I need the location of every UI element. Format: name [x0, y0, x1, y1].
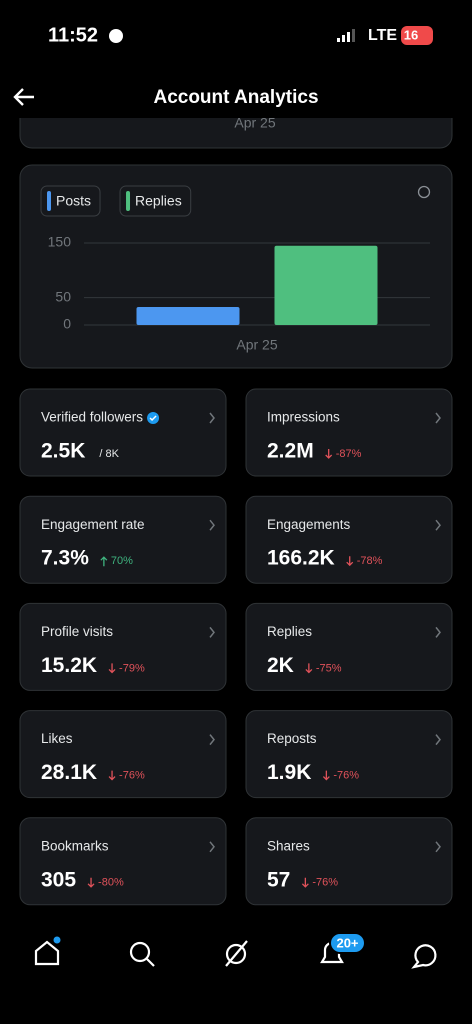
metric-label: Replies [267, 624, 312, 639]
chevron [435, 412, 441, 424]
chevron [209, 626, 215, 638]
header-title: Account Analytics [153, 87, 318, 108]
metric-value: 2.5K [41, 440, 85, 463]
chevron [209, 841, 215, 853]
metric-card[interactable] [19, 388, 227, 477]
trend-arrow [87, 877, 95, 888]
metric-value: 7.3% [41, 547, 89, 570]
previous-card-label: Apr 25 [234, 115, 275, 131]
metric-label: Verified followers [41, 410, 143, 425]
metric-change: -79% [119, 662, 145, 674]
header-background [0, 0, 472, 118]
chevron [209, 412, 215, 424]
trend-arrow [100, 556, 108, 567]
chevron [209, 734, 215, 746]
legend-label: Replies [135, 193, 182, 209]
battery [401, 26, 433, 45]
metric-total: / 8K [99, 448, 119, 460]
legend-item[interactable] [119, 185, 192, 217]
trend-arrow [325, 449, 333, 459]
trend-arrow [305, 663, 313, 674]
chevron [435, 626, 441, 638]
metric-card[interactable] [245, 602, 453, 691]
y-tick-label: 0 [63, 316, 71, 332]
metric-card[interactable] [19, 602, 227, 691]
metric-card[interactable] [19, 817, 227, 906]
trend-arrow [108, 663, 116, 674]
metric-label: Shares [267, 838, 310, 853]
metric-label: Profile visits [41, 624, 113, 639]
y-tick-label: 150 [48, 234, 72, 250]
nav-home[interactable] [34, 940, 60, 966]
chevron [435, 734, 441, 746]
metric-value: 2.2M [267, 440, 314, 463]
bottom-nav [34, 936, 437, 969]
metric-change: 70% [111, 555, 133, 567]
metric-value: 1.9K [267, 761, 311, 784]
metric-label: Engagements [267, 517, 351, 532]
signal [337, 29, 355, 42]
metric-change: -75% [316, 662, 342, 674]
nav-search[interactable] [129, 941, 151, 963]
nav-badge [329, 932, 366, 954]
metric-cards: Verified followers 2.5K / 8K Impressions 2.2… [19, 388, 453, 906]
status-network: LTE [368, 27, 397, 44]
nav-search-handle [146, 958, 155, 967]
bar [274, 245, 378, 325]
verified-check [149, 415, 157, 422]
nav-grok-slash [225, 940, 248, 967]
battery-level: 16 [404, 27, 418, 42]
metric-card[interactable] [245, 495, 453, 584]
metric-value: 28.1K [41, 761, 97, 784]
trend-arrow [301, 877, 309, 888]
metric-label: Impressions [267, 410, 340, 425]
nav-badge-text: 20+ [336, 935, 358, 950]
nav-home-dot [53, 936, 61, 944]
metric-label: Likes [41, 731, 73, 746]
chart: 0 50 150 Posts Replies Apr 25 [40, 185, 430, 353]
x-tick-label: Apr 25 [236, 337, 277, 353]
metric-label: Bookmarks [41, 838, 109, 853]
metric-card[interactable] [245, 710, 453, 799]
metric-value: 2K [267, 654, 294, 677]
metric-change: -76% [312, 877, 338, 889]
info-icon[interactable] [417, 185, 431, 199]
metric-change: -76% [119, 770, 145, 782]
metric-card[interactable] [19, 710, 227, 799]
nav-grok[interactable] [225, 943, 247, 965]
metric-value: 15.2K [41, 654, 97, 677]
legend-swatch [126, 191, 131, 211]
trend-arrow [108, 770, 116, 781]
metric-change: -76% [333, 770, 359, 782]
metric-value: 166.2K [267, 547, 335, 570]
metric-value: 305 [41, 868, 76, 891]
metric-change: -80% [98, 877, 124, 889]
metric-label: Engagement rate [41, 517, 145, 532]
metric-card[interactable] [245, 817, 453, 906]
chevron [435, 841, 441, 853]
chevron [435, 519, 441, 531]
bar [136, 306, 240, 325]
metric-label: Reposts [267, 731, 317, 746]
status-time: 11:52 [48, 24, 98, 46]
back-button[interactable] [13, 88, 34, 106]
trend-arrow [346, 556, 354, 567]
legend-swatch [47, 191, 51, 211]
metric-card[interactable] [245, 388, 453, 477]
legend-item[interactable] [40, 185, 101, 217]
status-icon [109, 29, 123, 43]
y-tick-label: 50 [55, 288, 71, 304]
metric-card[interactable] [19, 495, 227, 584]
chevron [209, 519, 215, 531]
metric-change: -78% [357, 555, 383, 567]
trend-arrow [322, 770, 330, 781]
nav-messages[interactable] [411, 944, 437, 969]
legend-label: Posts [56, 193, 91, 209]
metric-change: -87% [336, 448, 362, 460]
metric-value: 57 [267, 868, 290, 891]
